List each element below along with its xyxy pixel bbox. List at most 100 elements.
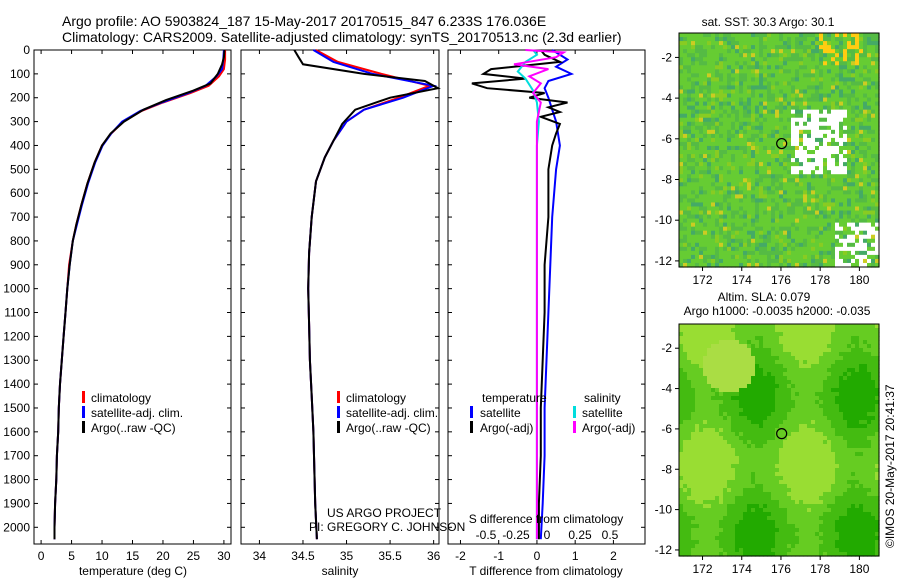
map-cell: [691, 154, 696, 159]
x-tick-label: 25: [187, 549, 201, 563]
map-cell: [731, 137, 736, 143]
map-cell: [731, 85, 736, 91]
map-cell: [763, 238, 768, 244]
map-cell: [791, 238, 796, 244]
map-cell: [875, 158, 880, 163]
map-cell: [775, 182, 780, 187]
map-cell: [875, 61, 880, 66]
map-cell: [799, 85, 804, 91]
map-cell: [727, 484, 732, 489]
map-cell: [679, 234, 684, 240]
map-cell: [747, 376, 752, 381]
map-cell: [843, 117, 848, 123]
map-cell: [779, 77, 784, 83]
map-cell: [707, 145, 712, 151]
map-cell: [731, 384, 736, 389]
map-cell: [695, 194, 700, 200]
map-cell: [735, 480, 740, 485]
map-cell: [811, 49, 816, 54]
map-cell: [767, 344, 772, 349]
map-cell: [715, 57, 720, 62]
map-cell: [855, 141, 860, 147]
map-cell: [767, 125, 772, 131]
map-cell: [799, 384, 804, 389]
map-cell: [787, 424, 792, 429]
map-cell: [875, 65, 880, 70]
map-cell: [703, 202, 708, 208]
map-cell: [783, 340, 788, 345]
map-cell: [695, 324, 700, 329]
map-cell: [759, 238, 764, 244]
map-cell: [743, 230, 748, 236]
map-x-tick-label: 180: [849, 273, 869, 287]
map-cell: [727, 392, 732, 397]
map-cell: [719, 53, 724, 58]
map-cell: [755, 344, 760, 349]
map-cell: [795, 33, 800, 38]
map-cell: [755, 468, 760, 473]
map-cell: [679, 420, 684, 425]
map-cell: [703, 242, 708, 248]
map-cell: [711, 552, 716, 557]
s-tick-label: 0.5: [602, 528, 619, 542]
map-cell: [759, 230, 764, 236]
map-cell: [799, 372, 804, 377]
map-cell: [703, 396, 708, 401]
map-cell: [867, 178, 872, 183]
map-cell: [859, 218, 864, 224]
map-cell: [747, 246, 752, 252]
map-cell: [735, 356, 740, 361]
map-cell: [723, 492, 728, 497]
map-cell: [699, 250, 704, 256]
map-cell: [875, 133, 880, 139]
map-cell: [763, 170, 768, 175]
map-cell: [695, 528, 700, 533]
map-cell: [811, 117, 816, 123]
map-cell: [683, 89, 688, 95]
x-tick-label: 34: [253, 549, 267, 563]
map-cell: [755, 516, 760, 521]
map-cell: [707, 528, 712, 533]
map-cell: [831, 222, 836, 228]
map-cell: [743, 254, 748, 260]
map-cell: [767, 182, 772, 187]
map-cell: [703, 540, 708, 545]
map-cell: [843, 158, 848, 163]
map-cell: [783, 372, 788, 377]
map-cell: [755, 488, 760, 493]
map-cell: [687, 178, 692, 183]
map-cell: [723, 262, 728, 268]
map-cell: [751, 448, 756, 453]
map-cell: [727, 440, 732, 445]
map-cell: [795, 158, 800, 163]
map-cell: [791, 117, 796, 123]
map-cell: [719, 480, 724, 485]
map-cell: [791, 258, 796, 264]
map-cell: [771, 65, 776, 70]
map-cell: [743, 392, 748, 397]
map-cell: [727, 234, 732, 240]
map-cell: [779, 352, 784, 357]
map-cell: [683, 436, 688, 441]
map-cell: [739, 404, 744, 409]
map-cell: [783, 57, 788, 62]
map-cell: [727, 178, 732, 183]
map-cell: [743, 137, 748, 143]
map-cell: [707, 552, 712, 557]
map-cell: [735, 45, 740, 50]
map-cell: [735, 484, 740, 489]
map-cell: [867, 33, 872, 38]
map-cell: [791, 234, 796, 240]
map-cell: [747, 254, 752, 260]
map-cell: [791, 516, 796, 521]
map-cell: [835, 202, 840, 208]
map-cell: [683, 468, 688, 473]
map-cell: [863, 41, 868, 46]
map-cell: [755, 57, 760, 62]
map-cell: [815, 246, 820, 252]
map-cell: [735, 174, 740, 179]
map-cell: [783, 150, 788, 155]
map-cell: [699, 472, 704, 477]
map-cell: [719, 440, 724, 445]
map-cell: [775, 222, 780, 228]
